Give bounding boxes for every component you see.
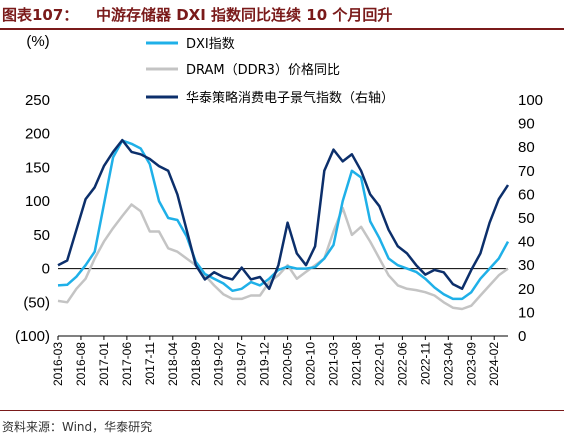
dxi-series-line xyxy=(57,139,510,301)
right-axis-tick-label: 50 xyxy=(518,210,535,227)
right-axis-tick-label: 100 xyxy=(518,92,543,109)
legend-sentiment-label: 华泰策略消费电子景气指数（右轴） xyxy=(186,90,394,106)
left-axis-tick-label: 100 xyxy=(25,193,50,210)
series-lines xyxy=(57,138,510,311)
x-axis-tick-label: 2017-06 xyxy=(120,342,134,386)
x-axis-tick-label: 2016-08 xyxy=(74,342,88,386)
left-axis-unit-label: (%) xyxy=(26,33,49,50)
right-axis-tick-label: 10 xyxy=(518,304,535,321)
x-axis-tick-label: 2024-02 xyxy=(487,342,501,386)
x-axis-tick-label: 2020-05 xyxy=(281,342,295,386)
left-axis-tick-label: 250 xyxy=(25,92,50,109)
x-axis-tick-label: 2022-11 xyxy=(418,342,432,385)
left-axis-tick-label: 50 xyxy=(33,227,50,244)
left-axis-tick-label: (100) xyxy=(15,328,50,345)
right-axis-tick-label: 40 xyxy=(518,234,535,251)
right-axis-tick-label: 30 xyxy=(518,257,535,274)
x-axis-tick-label: 2022-01 xyxy=(372,342,386,386)
right-axis-tick-label: 20 xyxy=(518,281,535,298)
x-axis-tick-label: 2016-03 xyxy=(51,342,65,386)
source-note: 资料来源：Wind，华泰研究 xyxy=(2,420,153,434)
figure-footer: 资料来源：Wind，华泰研究 xyxy=(0,410,564,441)
dram-series-line xyxy=(57,203,509,311)
figure-number: 图表107： xyxy=(2,6,79,24)
left-axis-tick-label: (50) xyxy=(23,294,50,311)
right-axis-tick-label: 80 xyxy=(518,139,535,156)
x-axis-tick-label: 2018-09 xyxy=(189,342,203,386)
x-axis-tick-label: 2021-08 xyxy=(349,342,363,386)
legend-dxi-label: DXI指数 xyxy=(186,37,235,52)
x-axis-tick-label: 2017-01 xyxy=(97,342,111,386)
right-axis-tick-label: 90 xyxy=(518,116,535,133)
sentiment-series-line xyxy=(57,138,510,291)
right-axis-tick-label: 60 xyxy=(518,186,535,203)
x-axis-tick-label: 2023-04 xyxy=(441,342,455,386)
x-axis-tick-label: 2019-02 xyxy=(212,342,226,386)
left-axis-tick-label: 0 xyxy=(42,261,50,278)
figure-header: 图表107： 中游存储器 DXI 指数同比连续 10 个月回升 xyxy=(0,0,564,30)
right-axis-tick-label: 0 xyxy=(518,328,526,345)
left-axis-tick-label: 200 xyxy=(25,126,50,143)
x-axis-tick-label: 2023-09 xyxy=(464,342,478,386)
line-chart: (%)250200150100500(50)(100)1009080706050… xyxy=(15,33,543,386)
right-axis-tick-label: 70 xyxy=(518,163,535,180)
x-axis-tick-label: 2019-07 xyxy=(235,342,249,386)
x-axis-tick-label: 2018-04 xyxy=(166,342,180,386)
x-axis-tick-label: 2021-03 xyxy=(327,342,341,386)
x-axis-tick-label: 2017-11 xyxy=(143,342,157,385)
x-axis-tick-label: 2019-12 xyxy=(258,342,272,386)
x-axis-tick-label: 2022-06 xyxy=(395,342,409,386)
axes: (%)250200150100500(50)(100)1009080706050… xyxy=(15,33,543,386)
legend-dram-label: DRAM（DDR3）价格同比 xyxy=(186,62,340,78)
figure-title: 中游存储器 DXI 指数同比连续 10 个月回升 xyxy=(96,6,393,24)
x-axis-tick-label: 2020-10 xyxy=(304,342,318,386)
left-axis-tick-label: 150 xyxy=(25,159,50,176)
